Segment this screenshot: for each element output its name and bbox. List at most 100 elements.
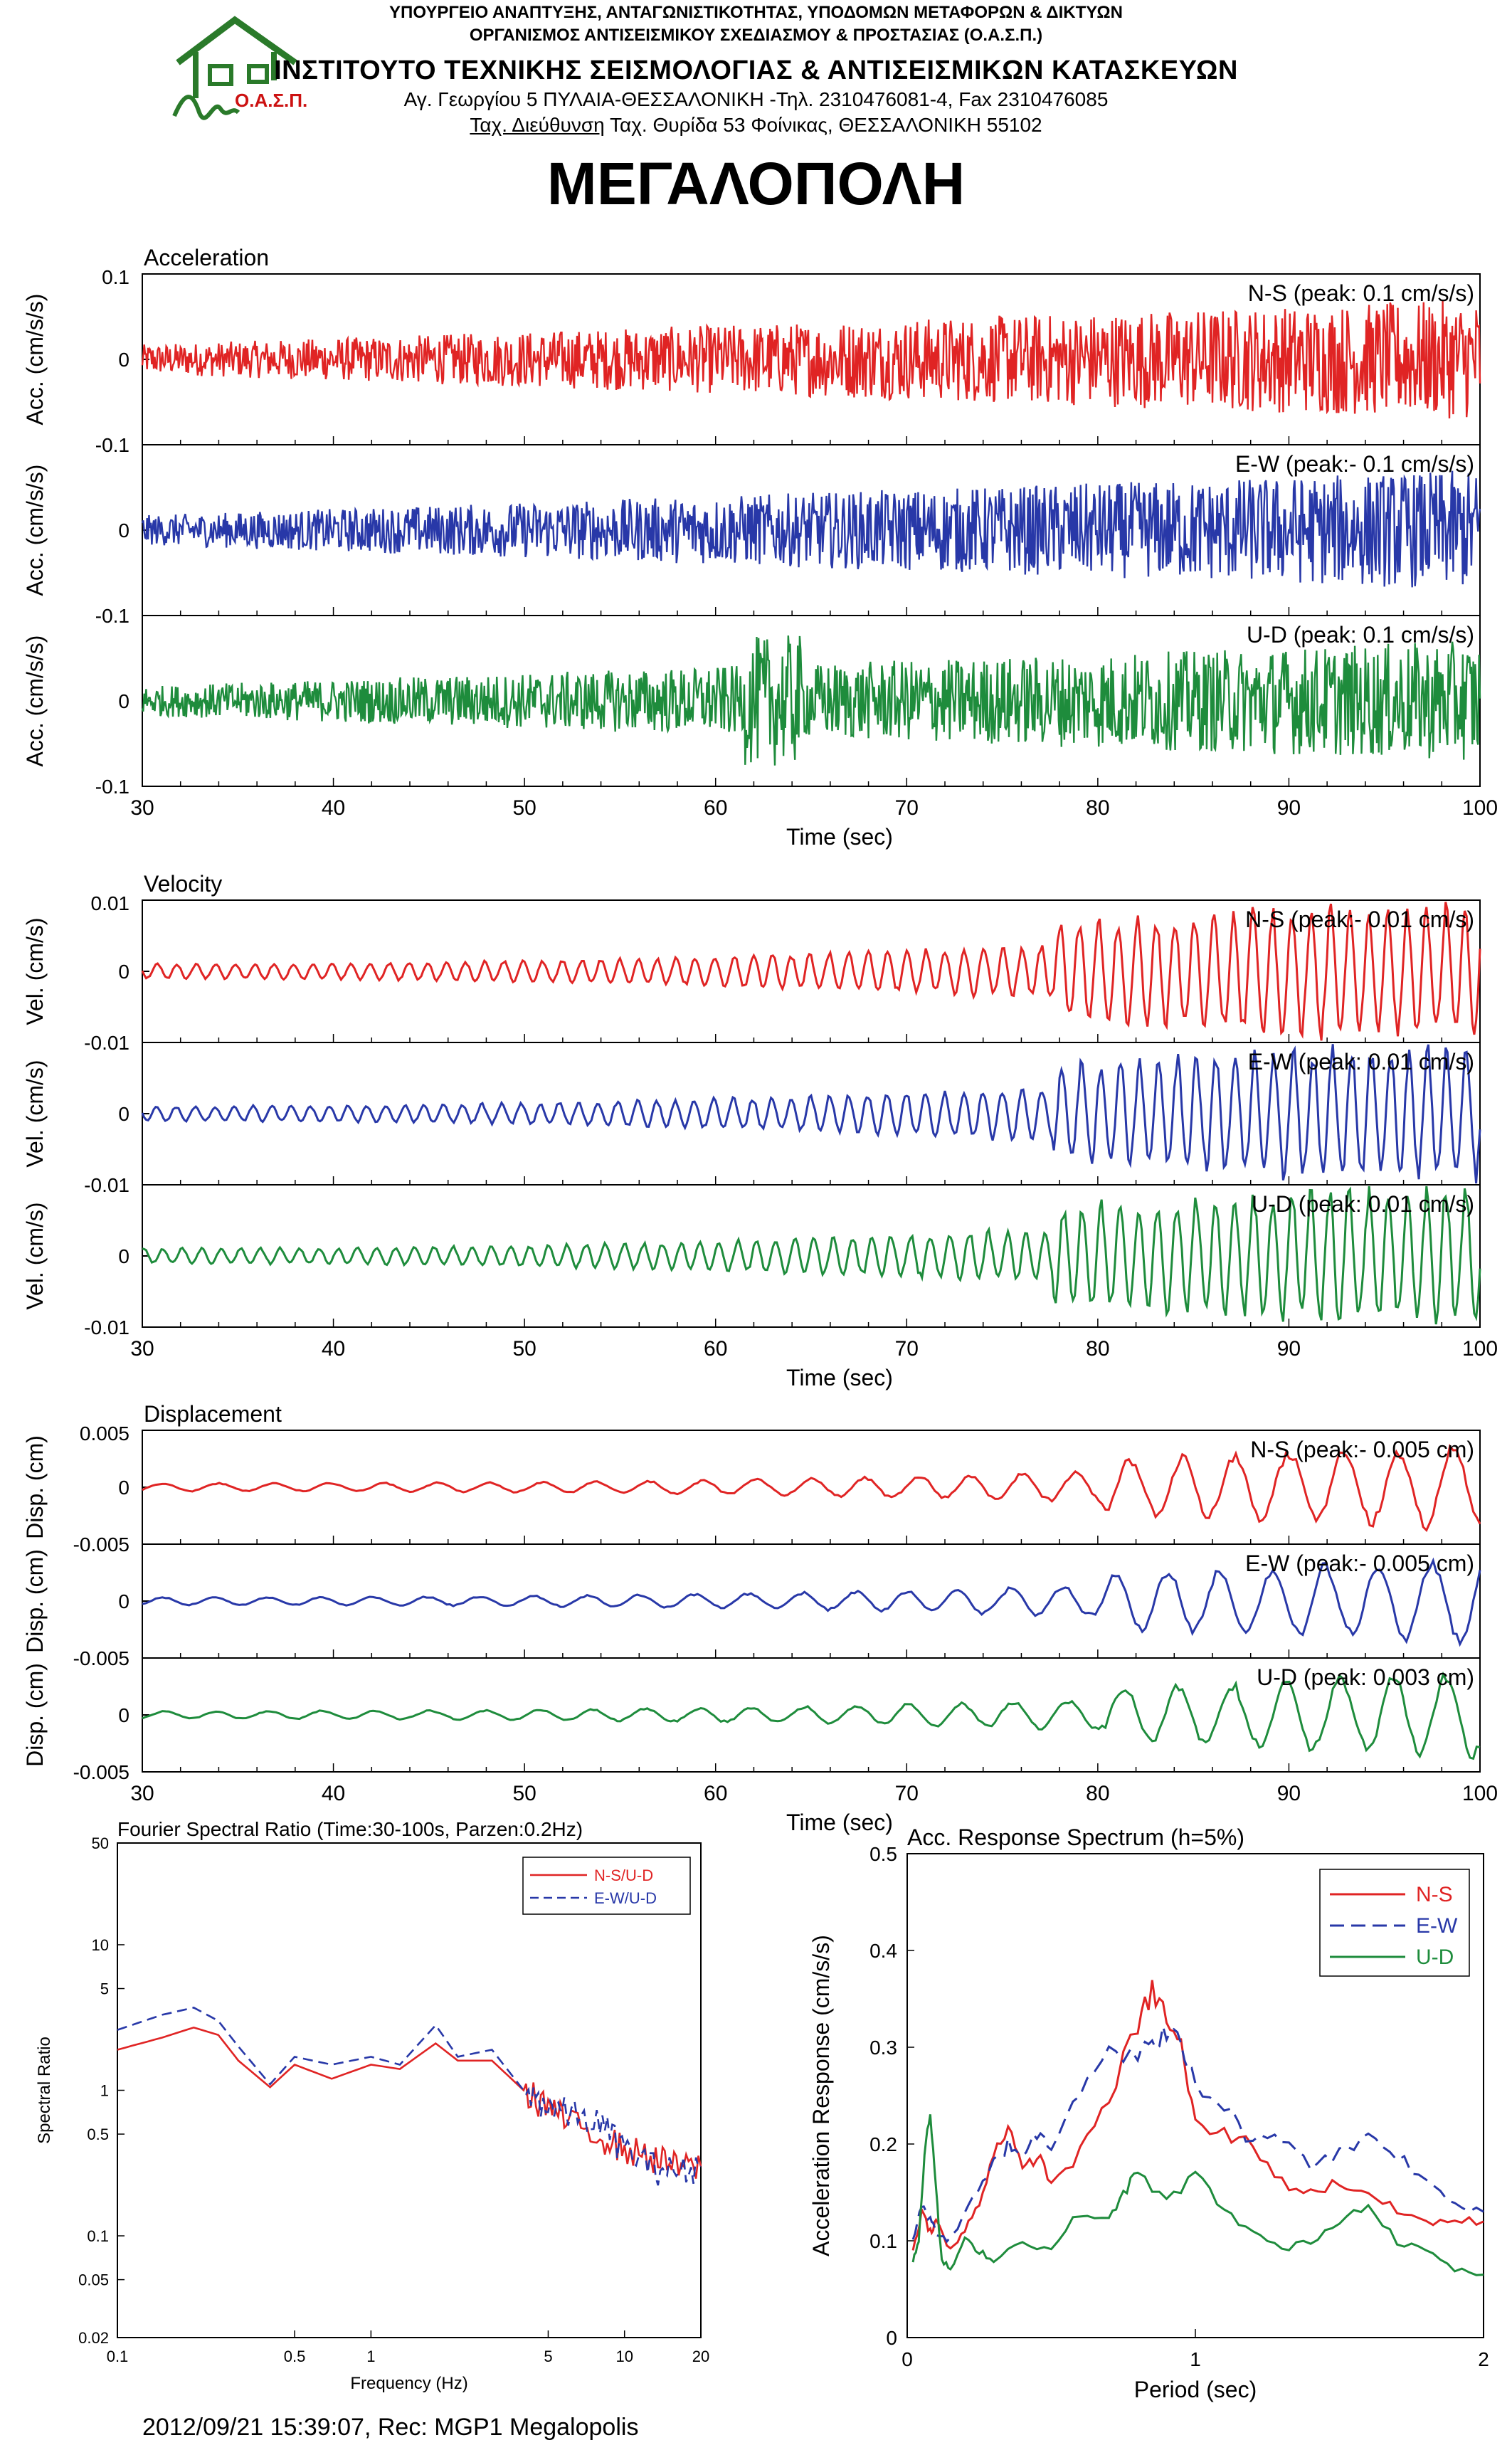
y-tick-label: 0.02: [78, 2329, 109, 2347]
x-tick-label: 100: [1462, 796, 1498, 820]
chart-title: Displacement: [144, 1401, 282, 1427]
y-tick-label: 0: [118, 519, 129, 542]
y-tick-label: 0.1: [102, 266, 129, 288]
y-axis-label: Disp. (cm): [22, 1549, 48, 1653]
page-title: ΜΕΓΑΛΟΠΟΛΗ: [546, 150, 966, 217]
ministry-line: ΥΠΟΥΡΓΕΙΟ ΑΝΑΠΤΥΞΗΣ, ΑΝΤΑΓΩΝΙΣΤΙΚΟΤΗΤΑΣ,…: [389, 3, 1123, 22]
series-peak-label: U-D (peak: 0.003 cm): [1257, 1664, 1474, 1690]
y-tick-label: 0.1: [87, 2227, 109, 2245]
y-tick-label: -0.1: [95, 434, 129, 456]
series-peak-label: N-S (peak:- 0.01 cm/s): [1245, 907, 1474, 932]
x-tick-label: 80: [1086, 796, 1109, 820]
y-tick-label: -0.1: [95, 605, 129, 627]
legend-label: E-W/U-D: [594, 1889, 657, 1907]
legend-box: [522, 1857, 691, 1915]
series-n-s-line: [142, 1444, 1481, 1532]
legend-box: [1319, 1869, 1470, 1977]
x-tick-label: 20: [692, 2348, 709, 2365]
series-u-d-line: [142, 1671, 1481, 1760]
y-tick-label: 0.05: [78, 2271, 109, 2289]
x-axis-label: Frequency (Hz): [350, 2374, 467, 2393]
y-tick-label: 0.3: [869, 2037, 897, 2059]
y-tick-label: 1: [100, 2082, 109, 2100]
x-axis-label: Time (sec): [786, 1365, 893, 1390]
oasp-logo-icon: [172, 16, 297, 120]
plot-frame: [142, 1430, 1481, 1773]
x-tick-label: 70: [895, 796, 919, 820]
header: Ο.Α.Σ.Π. ΥΠΟΥΡΓΕΙΟ ΑΝΑΠΤΥΞΗΣ, ΑΝΤΑΓΩΝΙΣΤ…: [0, 0, 1512, 235]
chart-title: Acceleration: [144, 245, 269, 270]
y-tick-label: 0.4: [869, 1940, 897, 1962]
y-tick-label: 0.5: [87, 2126, 109, 2143]
series-e-w-line: [141, 470, 1481, 588]
x-tick-label: 90: [1277, 796, 1301, 820]
series-peak-label: N-S (peak:- 0.005 cm): [1250, 1437, 1474, 1462]
seismic-figure: Acceleration 0.1 0 -0.1 Acc. (cm/s/s) N-S (pe…: [22, 245, 1498, 2402]
y-tick-label: -0.01: [84, 1316, 129, 1338]
y-axis-label: Disp. (cm): [22, 1435, 48, 1539]
x-tick-label: 70: [895, 1337, 919, 1361]
x-tick-label: 30: [130, 796, 154, 820]
chart-title: Acc. Response Spectrum (h=5%): [907, 1825, 1244, 1850]
x-tick-label: 60: [704, 1337, 727, 1361]
address-line: Αγ. Γεωργίου 5 ΠΥΛΑΙΑ-ΘΕΣΣΑΛΟΝΙΚΗ -Τηλ. …: [403, 88, 1109, 110]
y-tick-label: 0: [118, 349, 129, 371]
postal-line: Ταχ. Διεύθυνση Ταχ. Θυρίδα 53 Φοίνικας, …: [0, 114, 1512, 137]
y-axis-label: Spectral Ratio: [35, 2037, 54, 2144]
x-tick-label: 80: [1086, 1782, 1109, 1805]
series-peak-label: U-D (peak: 0.1 cm/s/s): [1247, 622, 1474, 648]
series-e-w-u-d-line: [117, 2006, 702, 2186]
x-tick-label: 70: [895, 1782, 919, 1805]
y-tick-label: -0.005: [73, 1761, 129, 1783]
series-e-w-line: [142, 1557, 1481, 1647]
series-u-d-line: [911, 2114, 1484, 2276]
x-tick-label: 0.1: [107, 2348, 129, 2365]
y-tick-label: 50: [92, 1834, 109, 1852]
legend-label: N-S: [1416, 1883, 1453, 1906]
y-tick-label: 0: [118, 961, 129, 983]
y-tick-label: -0.1: [95, 776, 129, 798]
y-axis-label: Acc. (cm/s/s): [22, 294, 48, 426]
y-tick-label: 5: [100, 1980, 109, 1998]
y-tick-label: 0: [118, 1477, 129, 1499]
x-tick-label: 80: [1086, 1337, 1109, 1361]
x-tick-label: 60: [704, 1782, 727, 1805]
x-tick-label: 0: [902, 2348, 913, 2370]
postal-address: Ταχ. Θυρίδα 53 Φοίνικας, ΘΕΣΣΑΛΟΝΙΚΗ 551…: [604, 114, 1042, 136]
series-n-s-line: [911, 1980, 1484, 2251]
y-tick-label: -0.005: [73, 1647, 129, 1669]
y-tick-label: 0: [118, 1590, 129, 1612]
series-n-s-line: [141, 902, 1481, 1041]
legend-label: E-W: [1416, 1914, 1458, 1938]
x-tick-label: 100: [1462, 1782, 1498, 1805]
logo-text: Ο.Α.Σ.Π.: [235, 90, 308, 111]
series-peak-label: U-D (peak: 0.01 cm/s): [1252, 1191, 1474, 1217]
y-tick-label: 0: [118, 690, 129, 712]
y-tick-label: 0.2: [869, 2133, 897, 2155]
x-axis-label: Time (sec): [786, 824, 893, 850]
x-tick-label: 1: [366, 2348, 375, 2365]
x-axis-label: Time (sec): [786, 1810, 893, 1835]
x-tick-label: 40: [322, 1337, 345, 1361]
x-tick-label: 0.5: [284, 2348, 306, 2365]
x-tick-label: 50: [512, 796, 536, 820]
y-axis-label: Vel. (cm/s): [22, 917, 48, 1025]
y-tick-label: 0.1: [869, 2230, 897, 2252]
y-tick-label: 0: [886, 2327, 897, 2349]
chart-title: Fourier Spectral Ratio (Time:30-100s, Pa…: [117, 1818, 583, 1840]
legend-label: N-S/U-D: [594, 1866, 653, 1884]
series-peak-label: E-W (peak:- 0.005 cm): [1245, 1551, 1474, 1576]
y-tick-label: 0: [118, 1245, 129, 1267]
x-tick-label: 60: [704, 796, 727, 820]
x-tick-label: 40: [322, 1782, 345, 1805]
x-tick-label: 1: [1190, 2348, 1201, 2370]
y-tick-label: 0: [118, 1704, 129, 1726]
y-tick-label: 0: [118, 1103, 129, 1125]
x-tick-label: 2: [1478, 2348, 1489, 2370]
legend-label: U-D: [1416, 1945, 1454, 1969]
y-axis-label: Acc. (cm/s/s): [22, 635, 48, 767]
postal-label: Ταχ. Διεύθυνση: [470, 114, 605, 136]
x-tick-label: 90: [1277, 1782, 1301, 1805]
y-axis-label: Acceleration Response (cm/s/s): [808, 1935, 834, 2256]
y-axis-label: Disp. (cm): [22, 1663, 48, 1767]
